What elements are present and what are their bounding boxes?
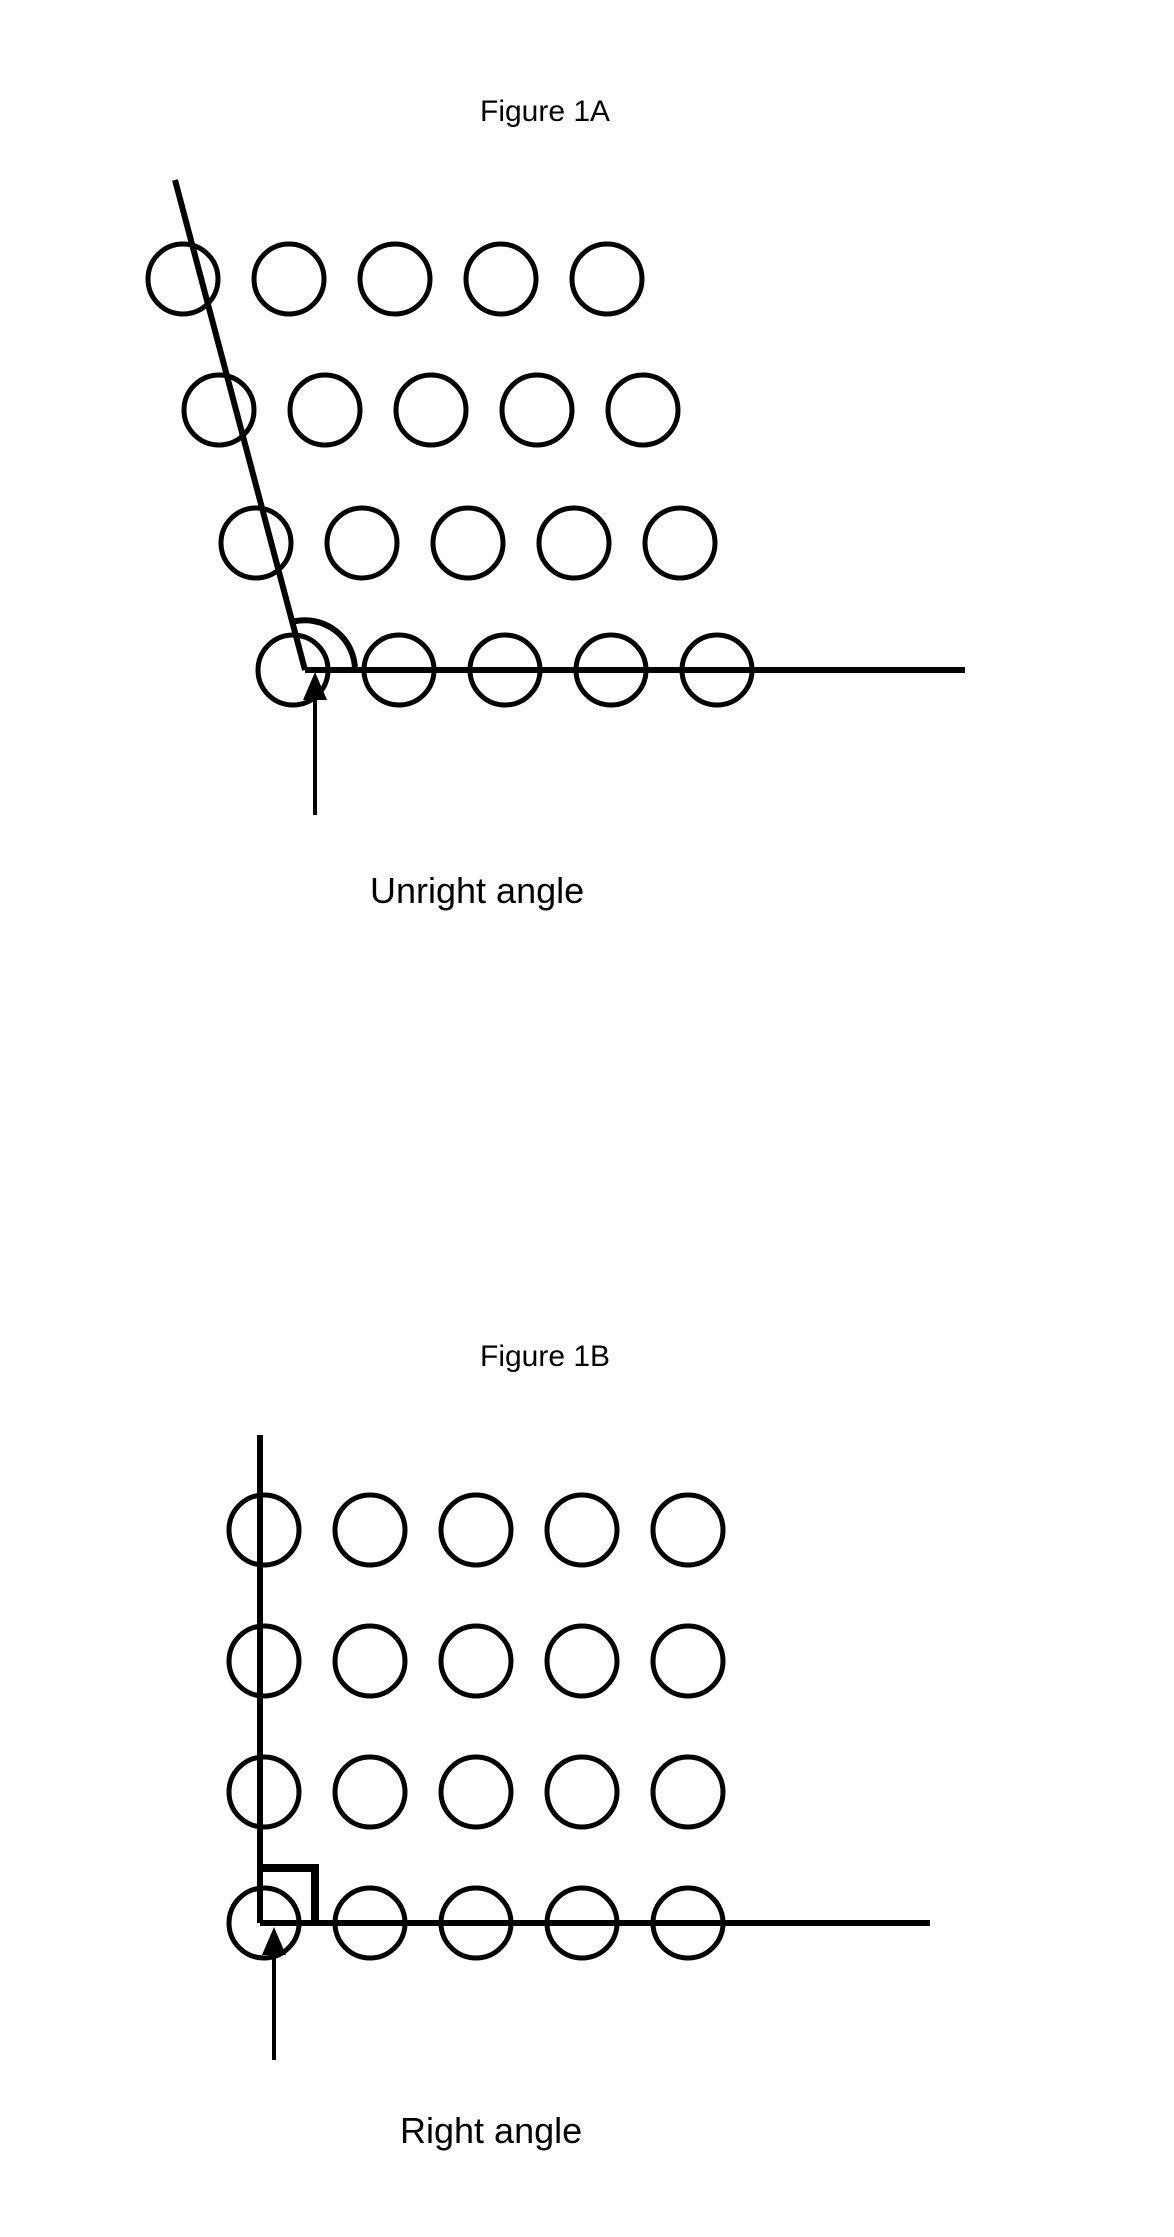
page: Figure 1A Unr [0, 0, 1174, 2237]
figure-b-caption: Right angle [400, 2110, 582, 2152]
grid-dot [547, 1626, 617, 1696]
grid-dot [335, 1757, 405, 1827]
grid-dot [547, 1757, 617, 1827]
grid-dot [645, 508, 715, 578]
grid-dot [441, 1626, 511, 1696]
pointer-arrow-head [262, 1927, 286, 1955]
grid-dot [290, 375, 360, 445]
grid-dot [653, 1626, 723, 1696]
grid-dot [441, 1757, 511, 1827]
grid-dot [441, 1495, 511, 1565]
diagonal-axis [175, 180, 305, 670]
grid-dot [653, 1495, 723, 1565]
grid-dot [653, 1757, 723, 1827]
grid-dot [396, 375, 466, 445]
figure-a-svg [0, 0, 1000, 900]
grid-dot [572, 244, 642, 314]
grid-dot [229, 1757, 299, 1827]
grid-dot [502, 375, 572, 445]
grid-dot [360, 244, 430, 314]
figure-a-caption: Unright angle [370, 870, 584, 912]
grid-dot [547, 1495, 617, 1565]
grid-dot [229, 1495, 299, 1565]
grid-dot [608, 375, 678, 445]
grid-dot [539, 508, 609, 578]
figure-b-svg [0, 1250, 1000, 2150]
grid-dot [433, 508, 503, 578]
grid-dot [335, 1495, 405, 1565]
grid-dot [335, 1626, 405, 1696]
grid-dot [254, 244, 324, 314]
grid-dot [466, 244, 536, 314]
grid-dot [327, 508, 397, 578]
grid-dot [229, 1626, 299, 1696]
